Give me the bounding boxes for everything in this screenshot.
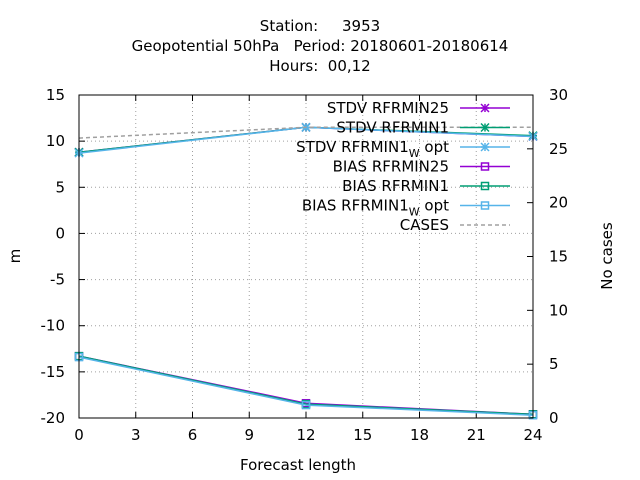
legend-label-5: BIAS RFRMIN1W opt <box>302 197 449 219</box>
x-tick-label: 12 <box>296 426 315 444</box>
axis-ticks: 0 3 6 9 12 15 18 21 24 -20 -15 -10 -5 0 5 10 15 0 5 10 15 20 2… <box>41 86 569 444</box>
y-axis-label: m <box>6 249 24 264</box>
y2-tick-label: 30 <box>549 86 568 104</box>
y2-tick-label: 25 <box>549 140 568 158</box>
series-line-5 <box>78 356 534 416</box>
x-axis-label: Forecast length <box>240 456 356 474</box>
chart-title-line-2: Geopotential 50hPa Period: 20180601-2018… <box>131 37 509 55</box>
y2-tick-label: 5 <box>549 355 559 373</box>
legend-label-6: CASES <box>400 216 449 234</box>
y2-tick-label: 15 <box>549 248 568 266</box>
x-tick-label: 15 <box>353 426 372 444</box>
y-tick-label: 10 <box>46 132 65 150</box>
x-tick-label: 0 <box>74 426 84 444</box>
legend-label-4: BIAS RFRMIN1 <box>342 177 449 195</box>
x-tick-label: 18 <box>410 426 429 444</box>
x-tick-label: 3 <box>131 426 141 444</box>
y2-tick-label: 0 <box>549 409 559 427</box>
y-tick-label: 0 <box>55 224 65 242</box>
legend-marker-0 <box>480 103 490 113</box>
y-tick-label: -5 <box>50 271 65 289</box>
y2-tick-label: 10 <box>549 301 568 319</box>
legend-label-0: STDV RFRMIN25 <box>327 99 449 117</box>
legend-marker-1 <box>480 122 490 133</box>
series-5-point <box>301 400 311 410</box>
legend-marker-4 <box>480 181 490 191</box>
x-tick-label: 9 <box>244 426 254 444</box>
y2-tick-label: 20 <box>549 194 568 212</box>
y-tick-label: -15 <box>41 363 66 381</box>
series-line-4 <box>78 355 534 416</box>
legend-label-1: STDV RFRMIN1 <box>336 119 449 137</box>
series-line-6 <box>78 126 533 139</box>
y-tick-label: 5 <box>55 178 65 196</box>
plot-frame <box>78 94 534 419</box>
y2-axis-label: No cases <box>598 222 616 290</box>
legend-marker-3 <box>480 162 490 171</box>
legend-label-3: BIAS RFRMIN25 <box>333 158 449 176</box>
legend-marker-2 <box>480 142 490 152</box>
legend-marker-5 <box>480 201 490 210</box>
legend-label-2: STDV RFRMIN1W opt <box>296 138 449 160</box>
y-tick-label: -20 <box>41 409 66 427</box>
x-tick-label: 6 <box>188 426 198 444</box>
y-tick-label: 15 <box>46 86 65 104</box>
chart-title-line-1: Station: 3953 <box>259 17 381 35</box>
x-tick-label: 24 <box>523 426 542 444</box>
x-tick-label: 21 <box>467 426 486 444</box>
y-tick-label: -10 <box>41 317 66 335</box>
chart-title-line-3: Hours: 00,12 <box>269 57 371 75</box>
